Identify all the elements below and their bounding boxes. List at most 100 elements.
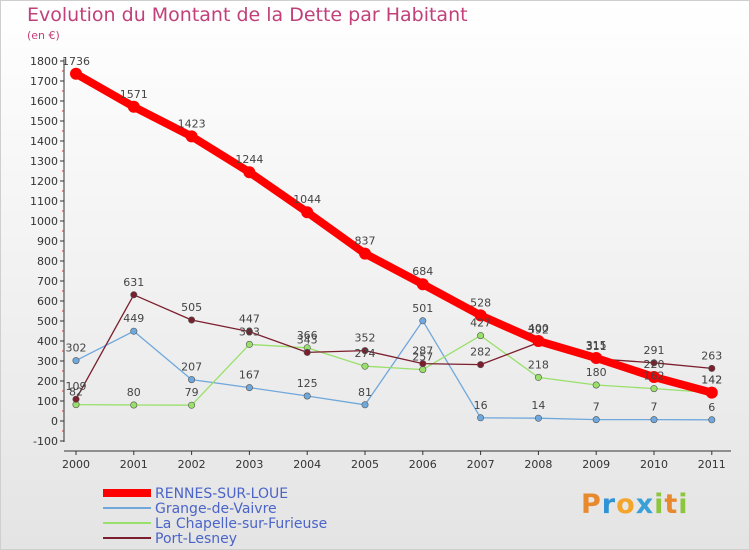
data-point: [303, 348, 311, 356]
logo-letter: r: [601, 489, 617, 520]
data-point: [130, 327, 138, 335]
data-label: 287: [412, 345, 433, 358]
data-label: 180: [586, 366, 607, 379]
data-label: 383: [239, 325, 260, 338]
legend-label: Port-Lesney: [155, 531, 237, 547]
data-point: [245, 328, 253, 336]
data-label: 220: [644, 358, 665, 371]
data-point: [419, 366, 427, 374]
legend-label: La Chapelle-sur-Furieuse: [155, 516, 327, 532]
data-label: 505: [181, 301, 202, 314]
data-label: 1044: [293, 193, 321, 206]
y-tick-label: 1300: [30, 155, 58, 168]
data-point: [474, 309, 487, 322]
data-point: [130, 291, 138, 299]
data-label: 427: [470, 317, 491, 330]
data-point: [477, 361, 485, 369]
chart-title: Evolution du Montant de la Dette par Hab…: [27, 4, 468, 26]
data-point: [477, 332, 485, 340]
data-label: 6: [708, 401, 715, 414]
logo-letter: t: [664, 489, 679, 520]
data-point: [416, 278, 429, 291]
data-label: 352: [355, 332, 376, 345]
y-tick-label: 1400: [30, 135, 58, 148]
data-point: [361, 362, 369, 370]
y-tick-label: -100: [33, 435, 58, 448]
data-label: 837: [355, 235, 376, 248]
data-point: [419, 360, 427, 368]
data-label: 109: [66, 380, 87, 393]
y-tick-label: 1500: [30, 115, 58, 128]
logo-letter: o: [616, 489, 636, 520]
data-label: 1244: [235, 153, 263, 166]
y-tick-label: 1200: [30, 175, 58, 188]
series-line: [72, 69, 716, 397]
data-label: 80: [127, 386, 141, 399]
x-tick-label: 2004: [293, 458, 321, 471]
data-point: [245, 340, 253, 348]
data-label: 1423: [178, 117, 206, 130]
data-point: [708, 416, 716, 424]
x-tick-label: 2002: [178, 458, 206, 471]
data-label: 16: [474, 399, 488, 412]
x-tick-label: 2001: [120, 458, 148, 471]
data-label: 1736: [62, 55, 90, 68]
data-label: 207: [181, 361, 202, 374]
data-label: 447: [239, 313, 260, 326]
y-tick-label: 600: [37, 295, 58, 308]
data-point: [72, 395, 80, 403]
data-label: 684: [412, 265, 433, 278]
data-label: 501: [412, 302, 433, 315]
y-tick-label: 900: [37, 235, 58, 248]
data-point: [243, 166, 256, 179]
data-label: 291: [644, 344, 665, 357]
data-point: [185, 130, 198, 143]
data-label: 366: [297, 329, 318, 342]
data-point: [708, 364, 716, 372]
y-tick-label: 100: [37, 395, 58, 408]
y-tick-label: 200: [37, 375, 58, 388]
data-point: [650, 359, 658, 367]
data-point: [477, 414, 485, 422]
data-label: 315: [586, 339, 607, 352]
data-label: 311: [586, 340, 607, 353]
y-tick-label: 1700: [30, 75, 58, 88]
data-point: [705, 386, 718, 399]
data-point: [188, 401, 196, 409]
data-label: 167: [239, 369, 260, 382]
legend-label: Grange-de-Vaivre: [155, 501, 277, 517]
x-tick-label: 2006: [409, 458, 437, 471]
x-tick-label: 2009: [582, 458, 610, 471]
data-label: 343: [297, 333, 318, 346]
data-point: [534, 414, 542, 422]
data-point: [245, 384, 253, 392]
data-point: [72, 357, 80, 365]
data-label: 81: [358, 386, 372, 399]
data-point: [532, 335, 545, 347]
x-tick-label: 2000: [62, 458, 90, 471]
proxiti-logo: Proxiti: [581, 489, 689, 520]
logo-letter: i: [678, 489, 689, 520]
x-tick-label: 2007: [467, 458, 495, 471]
data-label: 82: [69, 386, 83, 399]
data-label: 79: [185, 386, 199, 399]
y-tick-label: 0: [51, 415, 58, 428]
data-point: [592, 381, 600, 389]
data-label: 125: [297, 377, 318, 390]
series-line: [75, 334, 713, 406]
data-label: 162: [644, 370, 665, 383]
x-tick-label: 2010: [640, 458, 668, 471]
x-tick-label: 2008: [524, 458, 552, 471]
data-point: [648, 371, 660, 383]
y-tick-label: 1600: [30, 95, 58, 108]
data-point: [130, 401, 138, 409]
data-label: 274: [355, 347, 376, 360]
y-tick-label: 1800: [30, 55, 58, 68]
y-tick-label: 500: [37, 315, 58, 328]
data-point: [303, 392, 311, 400]
data-point: [188, 376, 196, 384]
data-label: 14: [531, 399, 545, 412]
data-point: [127, 100, 140, 113]
